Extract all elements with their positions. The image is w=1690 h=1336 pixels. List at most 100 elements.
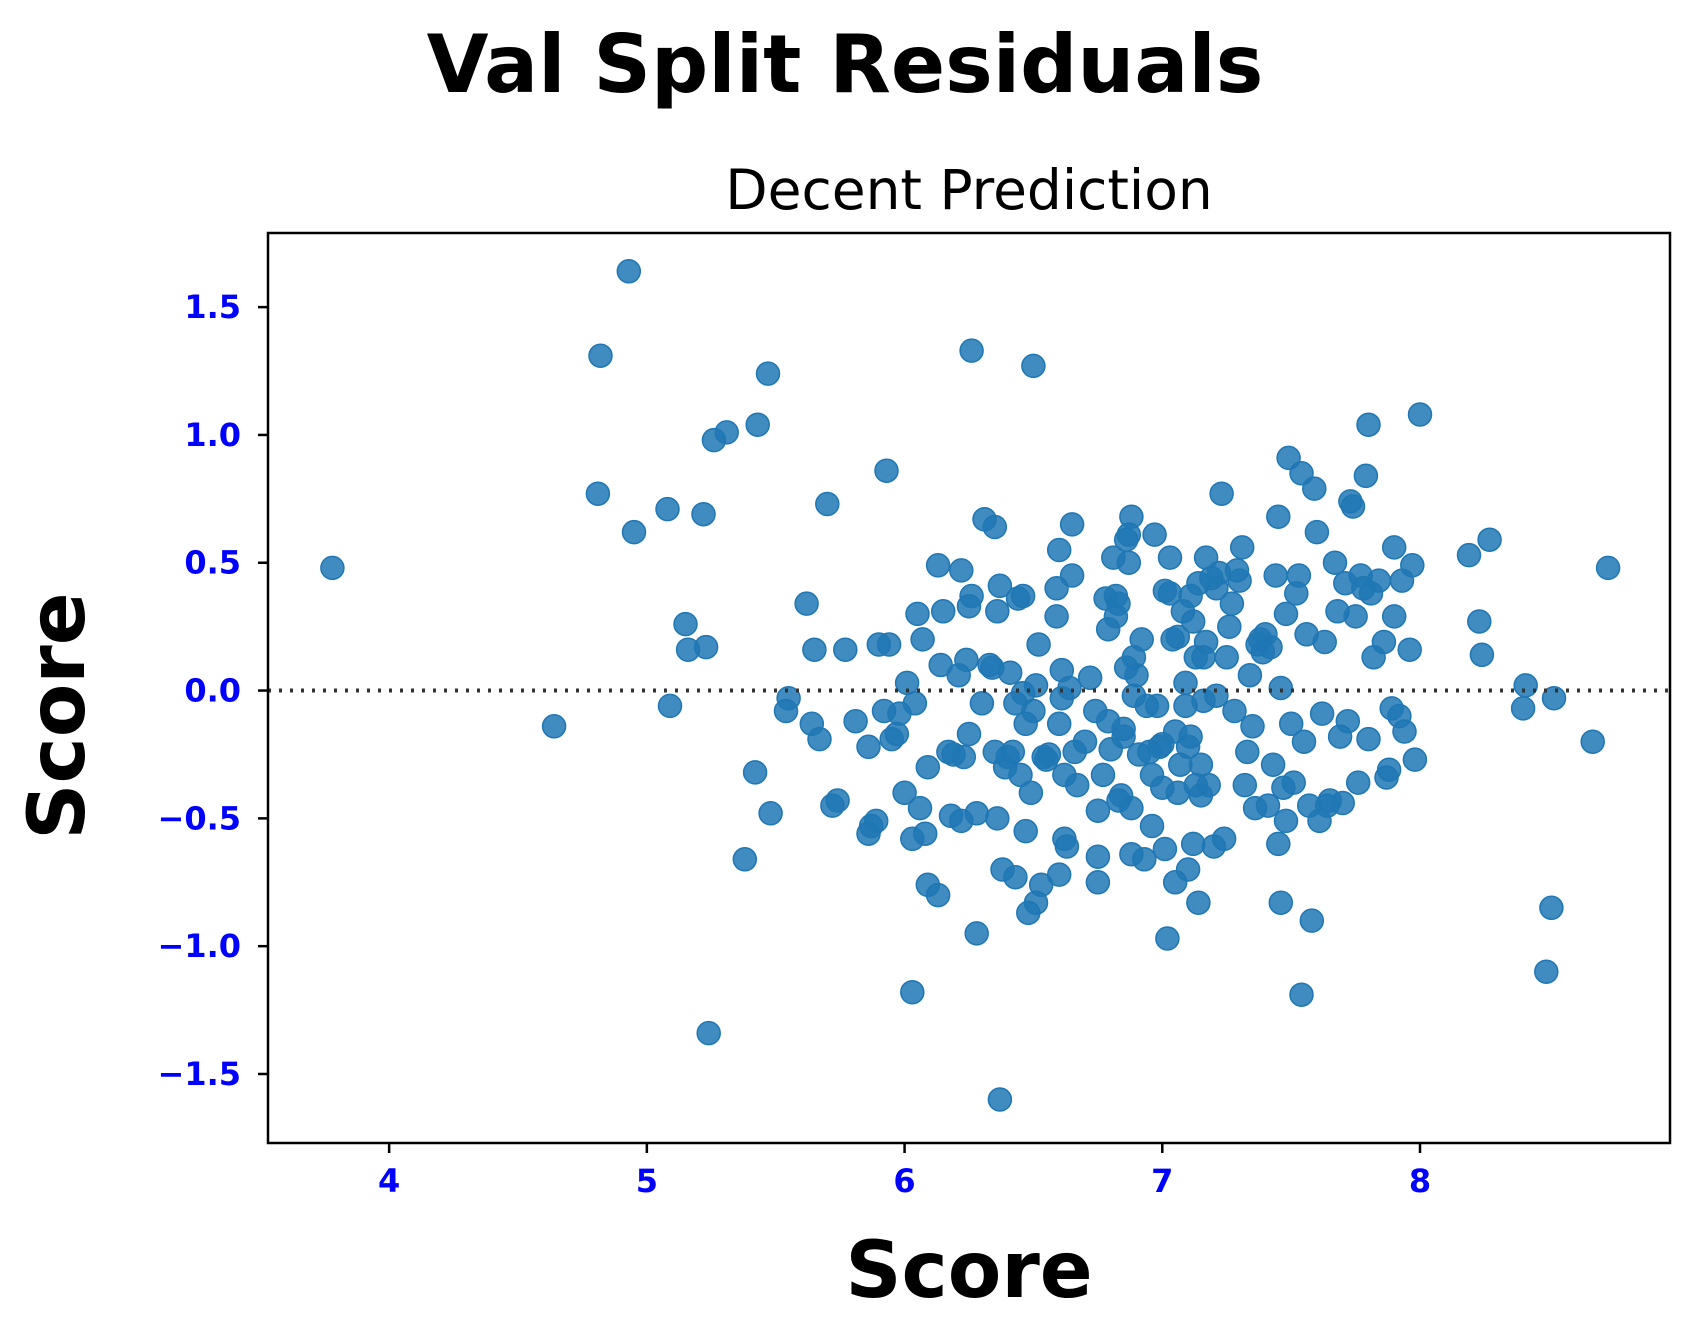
data-point-18 <box>755 361 781 386</box>
data-point-262 <box>1371 629 1397 655</box>
data-point-200 <box>1217 614 1242 639</box>
data-point-3 <box>588 343 613 368</box>
data-point-275 <box>1456 542 1482 568</box>
data-point-217 <box>1260 752 1286 777</box>
data-point-273 <box>1402 747 1428 772</box>
data-point-56 <box>930 599 956 624</box>
data-point-34 <box>863 808 889 834</box>
data-point-64 <box>954 647 979 673</box>
data-point-138 <box>1111 724 1136 749</box>
data-point-79 <box>987 573 1013 599</box>
data-point-115 <box>1057 675 1082 701</box>
data-point-85 <box>1000 739 1026 765</box>
data-point-244 <box>1322 550 1348 575</box>
data-point-225 <box>1273 808 1299 834</box>
data-point-98 <box>1023 673 1049 698</box>
data-point-42 <box>892 780 917 806</box>
data-point-28 <box>825 788 850 813</box>
data-point-215 <box>1255 793 1281 818</box>
data-point-14 <box>714 420 739 445</box>
data-point-240 <box>1309 701 1335 726</box>
data-point-228 <box>1281 770 1306 795</box>
data-point-186 <box>1188 752 1214 777</box>
data-point-80 <box>987 1087 1013 1112</box>
data-point-218 <box>1263 563 1288 588</box>
data-point-264 <box>1376 757 1402 783</box>
data-point-279 <box>1510 696 1536 721</box>
data-point-30 <box>843 708 868 734</box>
data-point-71 <box>969 691 995 716</box>
data-point-148 <box>1124 662 1149 688</box>
y-axis-label: Score <box>13 592 103 840</box>
data-point-125 <box>1085 870 1111 895</box>
data-point-191 <box>1196 772 1221 798</box>
data-point-157 <box>1144 693 1170 719</box>
data-point-164 <box>1157 545 1183 570</box>
data-point-285 <box>1595 555 1621 581</box>
chart-subtitle: Decent Prediction <box>725 158 1213 222</box>
chart-title: Val Split Residuals <box>426 18 1264 111</box>
data-point-205 <box>1229 535 1255 560</box>
y-tick-label: 0.5 <box>184 544 241 582</box>
data-point-11 <box>693 634 719 660</box>
data-point-237 <box>1302 476 1327 501</box>
data-point-117 <box>1059 512 1085 537</box>
data-point-107 <box>1046 537 1072 563</box>
data-point-208 <box>1237 662 1263 688</box>
data-point-37 <box>874 458 899 483</box>
data-point-252 <box>1343 604 1368 629</box>
data-point-206 <box>1232 772 1258 798</box>
data-point-222 <box>1268 675 1294 701</box>
data-point-281 <box>1534 959 1559 984</box>
data-point-183 <box>1186 890 1211 915</box>
data-point-68 <box>959 338 984 363</box>
x-tick-label: 8 <box>1409 1162 1431 1200</box>
data-point-7 <box>657 693 683 719</box>
data-point-143 <box>1119 504 1144 529</box>
data-point-198 <box>1211 826 1237 852</box>
data-point-221 <box>1268 890 1294 915</box>
data-point-274 <box>1407 402 1433 427</box>
data-point-93 <box>1013 818 1038 844</box>
data-point-284 <box>1580 729 1605 754</box>
data-point-40 <box>884 721 910 747</box>
points-layer <box>320 259 1621 1112</box>
data-point-84 <box>997 660 1023 685</box>
data-point-53 <box>925 553 951 578</box>
data-point-63 <box>951 744 977 770</box>
data-point-276 <box>1467 609 1492 634</box>
data-point-271 <box>1397 637 1422 662</box>
data-point-54 <box>925 882 951 908</box>
data-point-70 <box>964 921 989 946</box>
data-point-48 <box>907 795 933 821</box>
data-point-95 <box>1018 780 1044 806</box>
data-point-189 <box>1193 629 1219 655</box>
data-point-49 <box>910 627 935 652</box>
data-point-241 <box>1312 629 1337 655</box>
data-point-104 <box>1036 742 1062 767</box>
data-point-151 <box>1132 847 1157 872</box>
data-point-266 <box>1381 535 1407 560</box>
data-point-0 <box>320 555 345 581</box>
data-point-236 <box>1299 908 1325 933</box>
data-point-277 <box>1469 642 1495 668</box>
data-point-108 <box>1046 711 1072 737</box>
data-point-120 <box>1072 729 1098 754</box>
data-point-179 <box>1180 609 1206 634</box>
data-point-256 <box>1353 463 1379 489</box>
data-point-257 <box>1356 412 1381 437</box>
data-point-233 <box>1291 729 1317 754</box>
data-point-25 <box>807 726 832 752</box>
data-point-22 <box>794 591 819 616</box>
data-point-150 <box>1129 627 1154 652</box>
data-point-116 <box>1059 563 1085 588</box>
data-point-21 <box>776 685 801 711</box>
data-point-90 <box>1010 583 1036 609</box>
data-point-163 <box>1155 926 1180 951</box>
data-point-2 <box>585 481 611 506</box>
data-point-119 <box>1064 772 1090 798</box>
data-point-15 <box>732 847 758 872</box>
data-point-142 <box>1116 550 1142 575</box>
data-point-16 <box>742 760 768 785</box>
y-tick-label: 1.0 <box>184 416 241 454</box>
